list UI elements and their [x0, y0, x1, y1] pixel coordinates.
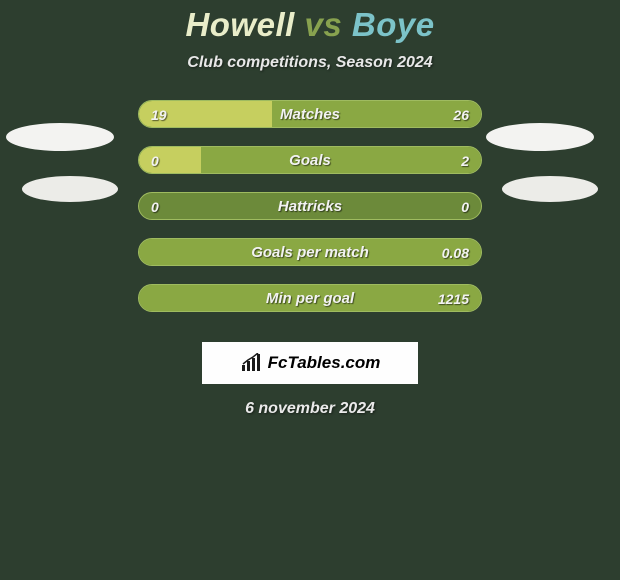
- subtitle: Club competitions, Season 2024: [0, 54, 620, 72]
- stat-bar-fill-left: [139, 147, 201, 173]
- source-logo-box: FcTables.com: [202, 342, 418, 384]
- stat-bar-fill-left: [139, 101, 272, 127]
- decorative-ellipse: [6, 123, 114, 151]
- date-text: 6 november 2024: [0, 400, 620, 418]
- stat-row: Goals per match0.08: [0, 238, 620, 284]
- stat-bar-label: Hattricks: [139, 193, 481, 220]
- stat-bar-fill-right: [272, 101, 481, 127]
- page-title: Howell vs Boye: [0, 6, 620, 44]
- stat-bar-fill-right: [201, 147, 481, 173]
- stat-bar-track: Goals02: [138, 146, 482, 174]
- chart-icon: [240, 353, 264, 373]
- stat-bar-track: Hattricks0 0: [138, 192, 482, 220]
- source-logo-text: FcTables.com: [268, 353, 381, 373]
- stat-bar-value-left: 0: [151, 193, 159, 220]
- title-player2: Boye: [352, 6, 435, 43]
- content-container: Howell vs Boye Club competitions, Season…: [0, 0, 620, 418]
- title-vs: vs: [304, 6, 342, 43]
- decorative-ellipse: [486, 123, 594, 151]
- title-player1: Howell: [185, 6, 294, 43]
- stat-bar-track: Matches1926: [138, 100, 482, 128]
- decorative-ellipse: [22, 176, 118, 202]
- decorative-ellipse: [502, 176, 598, 202]
- stat-row: Min per goal1215: [0, 284, 620, 330]
- stat-bar-track: Min per goal1215: [138, 284, 482, 312]
- stat-bar-value-right: 0: [461, 193, 469, 220]
- stat-bar-fill-right: [139, 285, 481, 311]
- stat-bar-fill-right: [139, 239, 481, 265]
- stat-bar-track: Goals per match0.08: [138, 238, 482, 266]
